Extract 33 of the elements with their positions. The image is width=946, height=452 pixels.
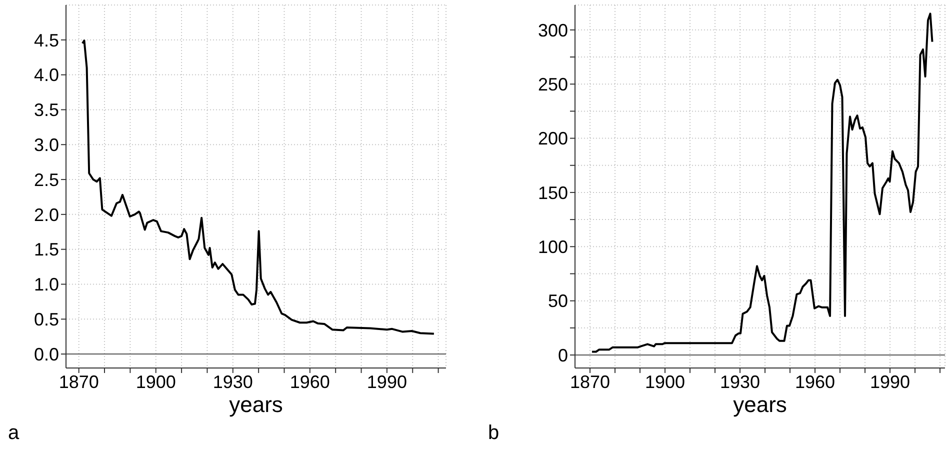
x-tick-label: 1930	[720, 372, 760, 392]
x-axis-title: years	[229, 392, 283, 417]
y-tick-label: 0	[558, 345, 568, 366]
y-tick-label: 100	[538, 237, 568, 258]
line-series	[81, 40, 435, 335]
x-axis-title: years	[733, 392, 787, 417]
y-tick-label: 3.0	[34, 135, 59, 156]
y-tick-label: 1.0	[34, 274, 59, 295]
y-tick-label: 0.0	[34, 344, 59, 364]
y-tick-label: 2.0	[34, 204, 59, 225]
y-tick-label: 4.0	[34, 65, 59, 86]
y-tick-label: 2.5	[34, 170, 59, 190]
x-tick-label: 1900	[644, 372, 686, 392]
x-tick-label: 1960	[794, 372, 836, 392]
x-tick-label: 1870	[570, 372, 610, 392]
y-tick-label: 150	[538, 182, 568, 203]
line-series	[591, 12, 934, 353]
x-tick-label: 1870	[58, 372, 99, 392]
text: a	[8, 422, 20, 445]
y-tick-label: 4.5	[34, 30, 59, 50]
text: b	[488, 422, 500, 445]
x-tick-label: 1990	[870, 372, 910, 392]
x-tick-label: 1960	[290, 372, 330, 392]
y-tick-label: 200	[538, 128, 568, 149]
y-tick-label: 3.5	[34, 100, 59, 120]
y-tick-label: 0.5	[34, 310, 59, 330]
x-tick-label: 1930	[212, 372, 253, 392]
x-tick-label: 1990	[366, 372, 407, 392]
y-tick-label: 1.5	[34, 240, 59, 260]
y-tick-label: 300	[538, 20, 568, 40]
y-tick-label: 250	[538, 74, 568, 94]
y-tick-label: 50	[548, 291, 568, 312]
x-tick-label: 1900	[136, 372, 176, 392]
